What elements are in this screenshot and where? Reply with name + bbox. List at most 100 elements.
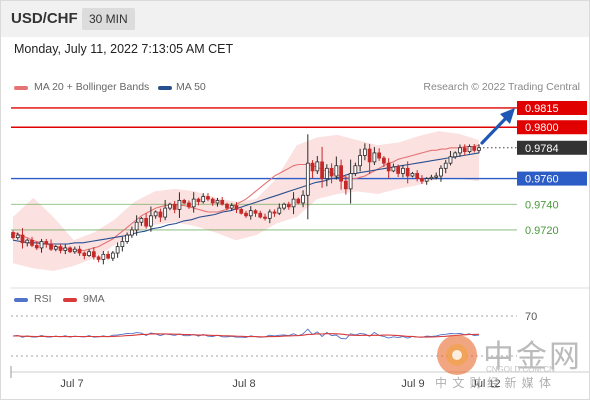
candle — [320, 146, 324, 188]
level-0-9815-tag — [517, 100, 587, 115]
rsi-ma-legend-label: 9MA — [83, 293, 105, 305]
candle — [391, 163, 396, 173]
candle — [234, 202, 239, 214]
candle — [263, 213, 267, 221]
price-levels-layer: 0.9815 0.9800 0.9784 0.9760 0.9740 0.9720 — [11, 100, 587, 237]
level-0-9800-tag — [517, 120, 587, 135]
rsi-legend-label: RSI — [34, 293, 52, 305]
candle — [353, 162, 358, 177]
candle — [125, 232, 129, 244]
level-0-9784-tag — [517, 140, 587, 155]
candle — [106, 250, 110, 260]
ma50-legend-label: MA 50 — [176, 81, 206, 93]
candle — [120, 236, 125, 252]
candle-body — [396, 166, 401, 174]
candle-body — [267, 211, 272, 219]
candle — [134, 215, 139, 236]
candle — [101, 250, 106, 265]
candle-body — [110, 252, 115, 259]
candle-body — [182, 200, 187, 204]
candle — [477, 144, 481, 154]
candle-body — [339, 165, 343, 182]
candle-body — [353, 165, 358, 174]
candle — [439, 165, 443, 182]
candle — [448, 150, 453, 166]
candle-body — [263, 216, 267, 219]
candle-body — [434, 175, 439, 178]
candle — [201, 193, 206, 204]
level-0-9800-label: 0.9800 — [525, 122, 559, 134]
level-0-9784-label: 0.9784 — [525, 143, 559, 155]
candle-body — [377, 152, 382, 159]
candle-body — [63, 247, 68, 251]
research-credit: Research © 2022 Trading Central — [423, 81, 580, 93]
candle-body — [382, 157, 386, 164]
candle-body — [320, 161, 324, 179]
candle — [25, 238, 30, 247]
candle — [462, 144, 467, 156]
candle — [187, 200, 191, 209]
candle-body — [153, 211, 158, 217]
candle — [229, 203, 234, 211]
candle-body — [348, 173, 353, 190]
candle — [110, 250, 115, 261]
candle-body — [234, 205, 239, 210]
ma20-line — [12, 144, 480, 252]
candle-body — [472, 146, 477, 151]
candle-body — [282, 203, 286, 209]
candle — [386, 158, 391, 179]
candle-body — [206, 196, 210, 200]
candle-body — [158, 211, 163, 218]
candle-body — [296, 198, 301, 204]
time-tick-label: Jul 7 — [60, 378, 83, 390]
trend-arrow-shaft — [480, 115, 509, 145]
candle-body — [315, 161, 320, 172]
candle — [53, 245, 58, 252]
candle — [396, 164, 401, 177]
candle-body — [15, 234, 20, 239]
candle — [467, 144, 472, 154]
rsi-ma-line — [12, 333, 480, 338]
watermark-logo-text: 中金网 — [483, 339, 582, 374]
candle — [34, 241, 39, 251]
candle-body — [429, 176, 434, 179]
candle — [443, 159, 448, 174]
candle — [68, 246, 72, 254]
candle — [196, 197, 201, 206]
ma50-legend-swatch — [158, 86, 172, 90]
candle — [405, 161, 410, 184]
candle-body — [68, 247, 72, 253]
candle-body — [101, 253, 106, 260]
rsi-line — [12, 328, 480, 340]
candle-body — [215, 200, 220, 204]
candle — [334, 156, 339, 180]
candle-body — [410, 173, 415, 177]
candle — [253, 209, 258, 217]
candle-body — [210, 198, 215, 204]
timeframe-badge[interactable]: 30 MIN — [82, 8, 135, 30]
candle — [339, 159, 343, 190]
candle — [434, 172, 439, 180]
candle — [182, 198, 187, 205]
candle — [472, 143, 477, 153]
candle — [424, 177, 429, 185]
time-tick-label: Jul 12 — [471, 378, 500, 390]
candle — [39, 238, 44, 253]
candle-body — [139, 217, 144, 223]
candle-body — [120, 241, 125, 248]
candle — [30, 236, 34, 248]
candle — [72, 246, 77, 254]
candle-body — [401, 167, 405, 174]
candle-body — [49, 243, 53, 250]
candle — [429, 174, 434, 180]
candle — [372, 147, 377, 166]
candle-body — [286, 203, 291, 208]
rsi-legend-swatch — [14, 298, 28, 302]
candle-body — [443, 162, 448, 169]
level-0-9740-label: 0.9740 — [525, 199, 559, 211]
candle-body — [30, 239, 34, 246]
candle — [91, 247, 96, 260]
candle — [215, 197, 220, 207]
candle — [296, 197, 301, 205]
time-tick-label: Jul 8 — [232, 378, 255, 390]
